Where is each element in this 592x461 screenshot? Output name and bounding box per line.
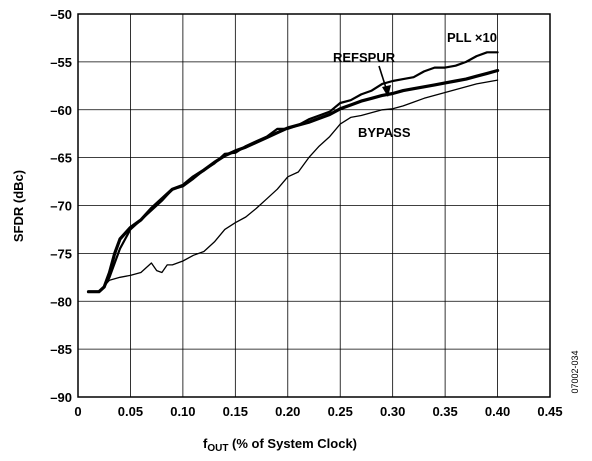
series-line-refspur	[86, 68, 500, 294]
y-tick-label: –65	[50, 151, 72, 166]
y-tick-label: –50	[50, 7, 72, 22]
grid	[78, 14, 550, 397]
x-tick-label: 0.30	[380, 404, 405, 419]
series-lines	[86, 51, 500, 294]
y-tick-label: –60	[50, 103, 72, 118]
x-tick-label: 0.25	[328, 404, 353, 419]
series-line-pll-10	[87, 51, 499, 293]
x-tick-label: 0.40	[485, 404, 510, 419]
series-label-pll: PLL ×10	[447, 30, 497, 45]
x-tick-label: 0	[74, 404, 81, 419]
refspur-arrow	[378, 65, 391, 97]
y-axis-label: SFDR (dBc)	[11, 170, 26, 242]
y-tick-labels: –90 –85 –80 –75 –70 –65 –60 –55 –50	[50, 7, 72, 405]
y-tick-label: –75	[50, 246, 72, 261]
x-tick-label: 0.15	[223, 404, 248, 419]
y-tick-label: –85	[50, 342, 72, 357]
x-tick-label: 0.45	[537, 404, 562, 419]
series-line-bypass	[87, 79, 499, 293]
x-tick-label: 0.10	[170, 404, 195, 419]
y-tick-label: –80	[50, 294, 72, 309]
y-tick-label: –90	[50, 390, 72, 405]
x-tick-label: 0.20	[275, 404, 300, 419]
series-label-refspur: REFSPUR	[333, 50, 396, 65]
y-tick-label: –70	[50, 199, 72, 214]
y-tick-label: –55	[50, 55, 72, 70]
plot-frame	[77, 13, 551, 398]
x-axis-label: fOUT (% of System Clock)	[203, 436, 357, 454]
x-tick-label: 0.05	[118, 404, 143, 419]
figure-id: 07002-034	[570, 350, 580, 393]
x-tick-labels: 0 0.05 0.10 0.15 0.20 0.25 0.30 0.35 0.40 0.45	[74, 404, 562, 419]
x-tick-label: 0.35	[432, 404, 457, 419]
series-label-bypass: BYPASS	[358, 125, 411, 140]
